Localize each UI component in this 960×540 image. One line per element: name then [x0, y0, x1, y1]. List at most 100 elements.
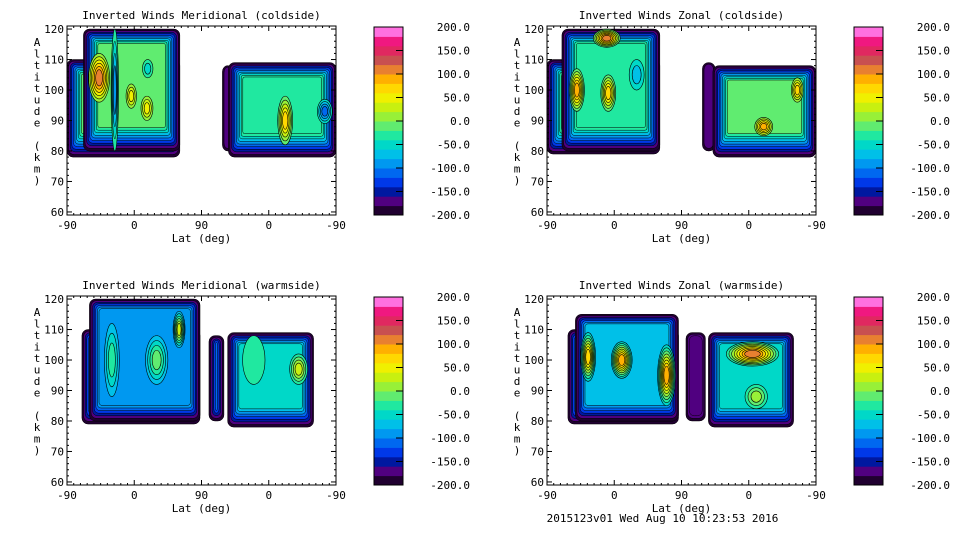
y-axis-label-char: e [514, 387, 521, 400]
y-axis-label-char: k [514, 421, 521, 434]
colorbar-label: -50.0 [917, 139, 950, 152]
colorbar-label: 0.0 [450, 115, 470, 128]
y-tick-label: 110 [44, 54, 64, 67]
y-tick-label: 70 [51, 445, 64, 458]
x-tick-label: -90 [537, 489, 557, 502]
x-tick-label: 0 [745, 219, 752, 232]
x-tick-label: -90 [326, 489, 346, 502]
colorbar-swatch [854, 186, 883, 197]
y-tick-label: 100 [44, 84, 64, 97]
colorbar-label: 200.0 [917, 21, 950, 34]
colorbar-swatch [374, 121, 403, 131]
y-tick-label: 70 [51, 175, 64, 188]
colorbar-swatch [854, 391, 883, 401]
y-axis-label-char: ( [34, 410, 41, 423]
colorbar-label: 0.0 [450, 385, 470, 398]
colorbar-label: -150.0 [430, 456, 470, 469]
y-axis-label-char: A [514, 36, 521, 49]
colorbar-label: 150.0 [917, 315, 950, 328]
contour-feature [108, 342, 116, 378]
y-tick-label: 60 [531, 476, 544, 489]
contour-feature [143, 102, 151, 115]
y-axis-label-char: i [34, 341, 41, 354]
colorbar-swatch [854, 409, 883, 420]
y-axis-label-char: t [34, 59, 41, 72]
y-tick-label: 80 [531, 145, 544, 158]
y-axis-label-char: t [514, 329, 521, 342]
colorbar-swatch [854, 139, 883, 150]
x-tick-label: -90 [537, 219, 557, 232]
y-tick-label: 110 [44, 324, 64, 337]
colorbar: 200.0 150.0 100.0 50.0 0.0 -50.0 -100.0 -150.0 -… [373, 291, 470, 492]
x-tick-label: 0 [745, 489, 752, 502]
colorbar-swatch [854, 36, 883, 47]
y-tick-label: 100 [44, 354, 64, 367]
y-axis-label-char: t [34, 352, 41, 365]
colorbar-label: -100.0 [910, 162, 950, 175]
colorbar-label: -200.0 [430, 479, 470, 492]
colorbar-label: -100.0 [430, 162, 470, 175]
y-axis-label-char: u [514, 94, 521, 107]
plot-area [67, 28, 336, 158]
y-tick-label: 110 [524, 54, 544, 67]
colorbar-swatch [854, 456, 883, 467]
y-axis-label-char: i [514, 71, 521, 84]
y-tick-label: 90 [51, 115, 64, 128]
colorbar-swatch [854, 372, 883, 383]
x-tick-label: 0 [611, 489, 618, 502]
y-axis-label-char: k [514, 151, 521, 164]
y-tick-label: 60 [51, 206, 64, 219]
colorbar-label: -100.0 [910, 432, 950, 445]
contour-band [215, 341, 218, 411]
colorbar-swatch [854, 362, 883, 373]
colorbar-swatch [374, 344, 403, 354]
y-tick-label: 70 [531, 175, 544, 188]
colorbar-label: 0.0 [930, 115, 950, 128]
x-tick-label: 90 [675, 489, 688, 502]
colorbar-swatch [854, 400, 883, 411]
colorbar-swatch [854, 102, 883, 113]
y-axis-label-char: u [34, 364, 41, 377]
colorbar-swatch [374, 177, 403, 188]
colorbar-label: -200.0 [430, 209, 470, 222]
contour-feature [113, 65, 117, 115]
colorbar-swatch [374, 74, 403, 84]
colorbar-swatch [854, 27, 883, 37]
y-axis-label-char: t [514, 82, 521, 95]
colorbar-label: 100.0 [437, 68, 470, 81]
y-axis-label-char: t [514, 352, 521, 365]
x-axis-label: Lat (deg) [652, 502, 712, 515]
contour-feature [294, 362, 303, 376]
colorbar-label: 150.0 [437, 315, 470, 328]
colorbar-label: 150.0 [437, 45, 470, 58]
contour-feature [585, 349, 591, 365]
x-tick-label: -90 [806, 489, 826, 502]
y-axis-label-char: l [34, 48, 41, 61]
chart-title: Inverted Winds Zonal (warmside) [579, 279, 784, 292]
y-axis-label-char: i [34, 71, 41, 84]
y-axis-label-char: e [34, 387, 41, 400]
colorbar-swatch [854, 419, 883, 430]
y-axis-label-char: m [514, 163, 521, 176]
colorbar-label: 50.0 [444, 92, 471, 105]
colorbar-label: 150.0 [917, 45, 950, 58]
colorbar-swatch [374, 196, 403, 207]
colorbar-swatch [854, 447, 883, 458]
colorbar-swatch [374, 92, 403, 103]
plot-area [81, 298, 314, 428]
x-axis-label: Lat (deg) [172, 502, 232, 515]
colorbar-swatch [854, 149, 883, 160]
y-tick-label: 90 [531, 115, 544, 128]
y-tick-label: 120 [524, 293, 544, 306]
x-tick-label: 90 [195, 489, 208, 502]
colorbar-swatch [374, 315, 403, 326]
y-axis-label-char: d [514, 105, 521, 118]
colorbar-swatch [374, 55, 403, 66]
chart-title: Inverted Winds Zonal (coldside) [579, 9, 784, 22]
